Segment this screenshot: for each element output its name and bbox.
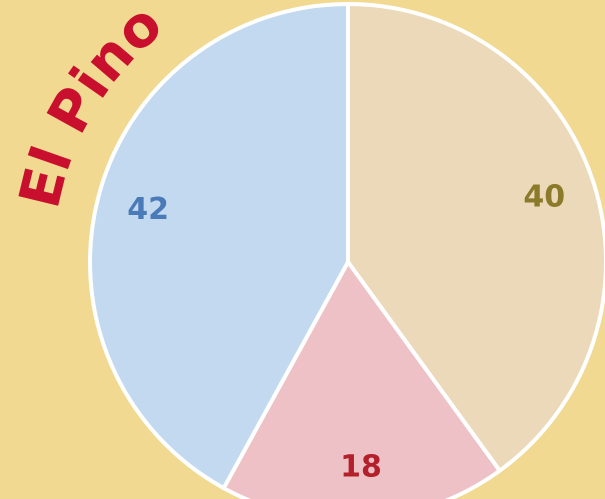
data-label: 18 [340,449,382,484]
data-label: 42 [127,192,169,227]
pie-slice [346,2,605,473]
pie-slice [221,260,502,499]
data-label: 40 [523,180,565,215]
pie-slice [88,2,350,491]
pie [88,2,605,499]
